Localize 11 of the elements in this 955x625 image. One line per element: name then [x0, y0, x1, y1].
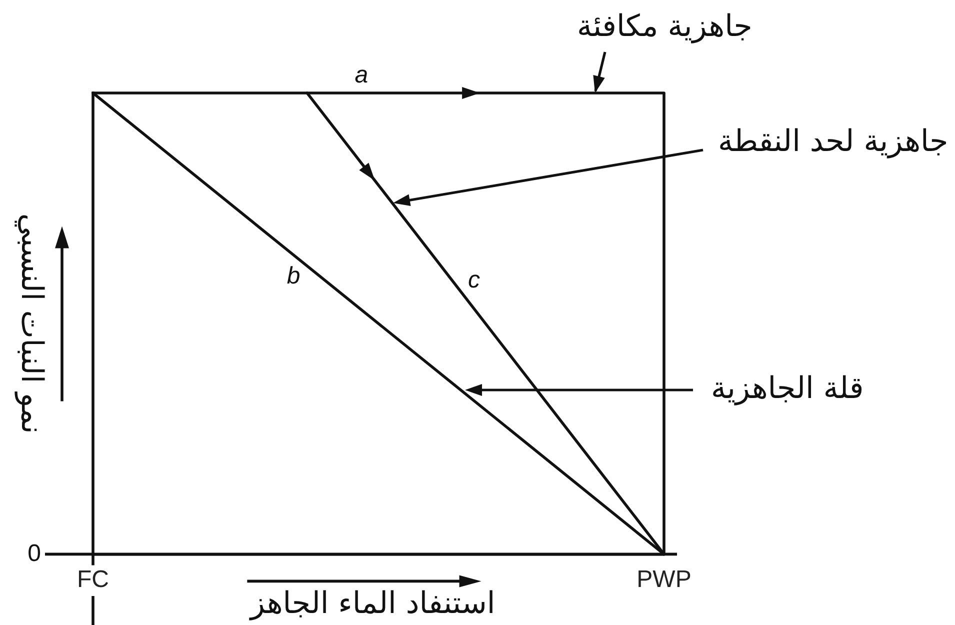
text: جاهزية مكافئة [577, 8, 752, 44]
x-tick-label: PWP [636, 566, 692, 594]
x-axis-title: استنفاد الماء الجاهز [248, 586, 496, 621]
series-label: c [468, 266, 480, 294]
y-axis-title: نمو النبات النسبي [14, 213, 50, 434]
text: قلة الجاهزية [711, 370, 864, 406]
series-label: b [286, 262, 300, 290]
x-tick-label: FC [77, 566, 109, 594]
series-label: a [354, 62, 368, 89]
text: جاهزية لحد النقطة [718, 124, 948, 159]
text: 0 [28, 540, 41, 567]
